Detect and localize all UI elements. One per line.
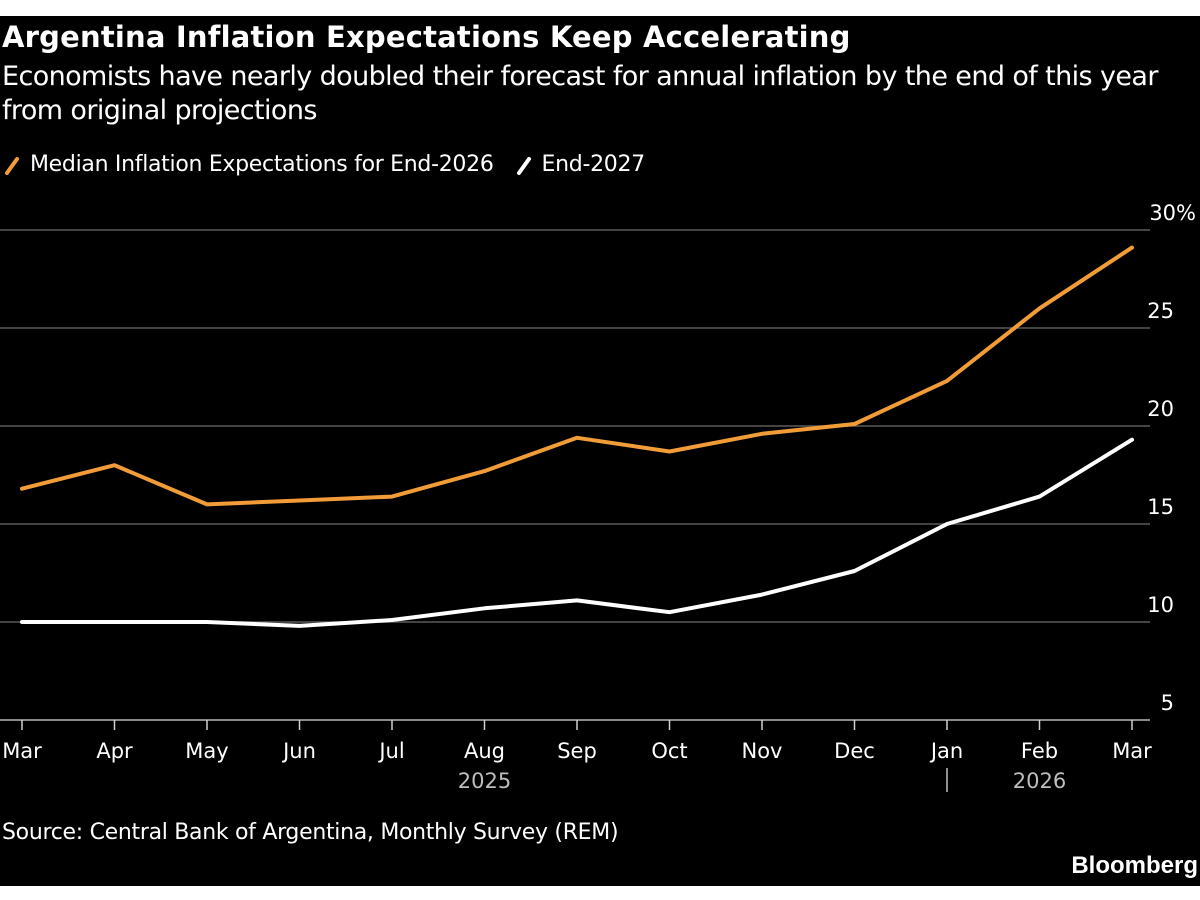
x-tick-label: Jan — [929, 739, 963, 763]
legend: Median Inflation Expectations for End-20… — [4, 152, 667, 177]
x-tick-label: Oct — [651, 739, 687, 763]
slash-swatch-icon — [5, 156, 19, 175]
x-tick-label: Mar — [1112, 739, 1152, 763]
legend-label: End-2027 — [541, 152, 646, 177]
chart-title: Argentina Inflation Expectations Keep Ac… — [2, 20, 851, 54]
source-note: Source: Central Bank of Argentina, Month… — [2, 820, 619, 845]
x-tick-label: Apr — [96, 739, 133, 763]
x-tick-label: Sep — [557, 739, 597, 763]
x-axis: Mar Apr May Jun Jul Aug Sep Oct Nov Dec Jan Feb Mar 2… — [2, 720, 1152, 793]
gridlines — [0, 229, 1150, 721]
y-axis: 5 10 15 20 25 30% — [1147, 201, 1196, 715]
x-tick-label: Dec — [834, 739, 875, 763]
slash-swatch-icon — [516, 156, 531, 175]
y-tick-label: 15 — [1147, 495, 1174, 519]
x-tick-label: Aug — [464, 739, 505, 763]
series-line-end-2027 — [20, 437, 1134, 628]
x-tick-label: Jul — [377, 739, 404, 763]
series-line-median-inflation-expectations-for-end-2026 — [20, 245, 1134, 507]
chart-subtitle: Economists have nearly doubled their for… — [2, 61, 1158, 126]
x-tick-label: Mar — [2, 739, 42, 763]
legend-item-end-2026: Median Inflation Expectations for End-20… — [4, 152, 494, 177]
x-tick-label: Nov — [742, 739, 783, 763]
bloomberg-logo: Bloomberg — [1071, 852, 1198, 879]
year-label: 2026 — [1013, 769, 1066, 793]
legend-label: Median Inflation Expectations for End-20… — [30, 152, 494, 177]
year-label: 2025 — [458, 769, 511, 793]
y-tick-label: 20 — [1147, 397, 1174, 421]
x-tick-label: Jun — [281, 739, 316, 763]
x-tick-label: May — [185, 739, 228, 763]
x-tick-label: Feb — [1021, 739, 1058, 763]
y-tick-label: 25 — [1147, 299, 1174, 323]
series-lines — [20, 245, 1134, 628]
y-tick-label: 10 — [1147, 593, 1174, 617]
chart-frame: Argentina Inflation Expectations Keep Ac… — [0, 16, 1200, 886]
legend-item-end-2027: End-2027 — [516, 152, 645, 177]
y-tick-label: 30% — [1149, 201, 1196, 225]
y-tick-label: 5 — [1161, 691, 1174, 715]
